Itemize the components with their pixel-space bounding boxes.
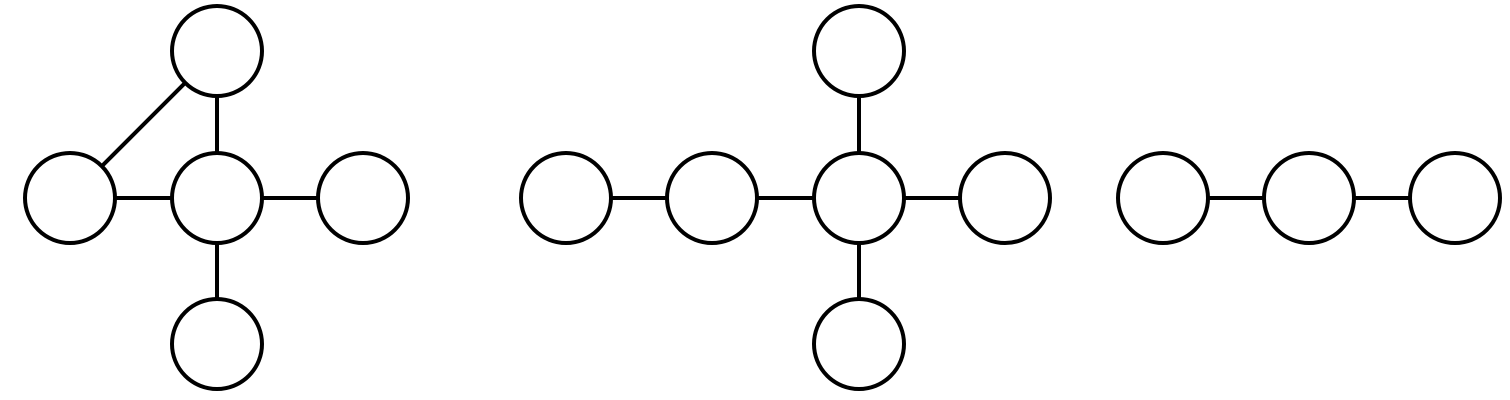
graph-1-edge-top-left xyxy=(100,81,187,168)
graph-1-node-left xyxy=(23,151,117,245)
graph-1-node-top xyxy=(170,4,264,98)
graph-3 xyxy=(1116,151,1502,245)
graph-3-node-middle xyxy=(1262,151,1356,245)
graphs-layer xyxy=(23,4,1502,391)
graph-3-node-right xyxy=(1408,151,1502,245)
graph-1-node-right xyxy=(316,151,410,245)
graph-2-node-top xyxy=(812,4,906,98)
graph-2 xyxy=(519,4,1052,391)
graph-2-node-bottom xyxy=(812,297,906,391)
graph-3-node-left xyxy=(1116,151,1210,245)
graph-2-node-far-left xyxy=(519,151,613,245)
graph-2-node-center xyxy=(812,151,906,245)
graph-2-node-left xyxy=(665,151,759,245)
graph-1-node-center xyxy=(170,151,264,245)
graph-1-node-bottom xyxy=(170,297,264,391)
graph-1 xyxy=(23,4,410,391)
graph-2-node-right xyxy=(958,151,1052,245)
